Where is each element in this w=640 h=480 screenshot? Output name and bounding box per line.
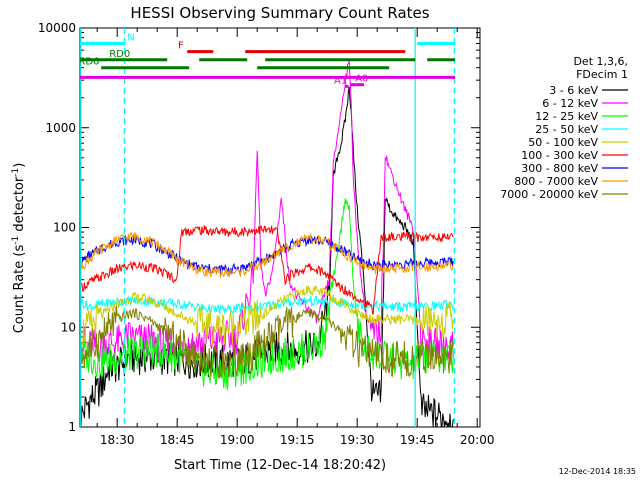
series-line-100-300-kev	[80, 225, 454, 315]
legend-title-line1: Det 1,3,6,	[573, 55, 628, 68]
status-bars: N F RD0 RD6 A1 A0	[78, 28, 456, 427]
legend-entry-label: 25 - 50 keV	[535, 123, 598, 136]
y-axis-label-end: )	[12, 163, 27, 168]
x-axis-label: Start Time (12-Dec-14 18:20:42)	[174, 458, 386, 473]
y-tick-label: 1000	[45, 121, 76, 135]
series-line-50-100-kev	[80, 284, 454, 348]
timestamp-stamp: 12-Dec-2014 18:35	[559, 467, 636, 476]
x-tick-label: 19:45	[400, 433, 435, 447]
y-tick-label: 1	[68, 420, 76, 434]
x-tick-label: 18:45	[160, 433, 195, 447]
x-tick-label: 20:00	[460, 433, 495, 447]
legend-entry-label: 300 - 800 keV	[521, 162, 598, 175]
y-tick-label: 10000	[38, 21, 76, 35]
legend-entry-label: 800 - 7000 keV	[514, 175, 598, 188]
x-tick-label: 19:00	[220, 433, 255, 447]
status-bar-label: A0	[355, 74, 368, 85]
status-bar-label: F	[178, 41, 184, 52]
legend-entry-label: 12 - 25 keV	[535, 110, 598, 123]
status-bar-label: RD6	[78, 57, 99, 68]
x-tick-label: 19:30	[340, 433, 375, 447]
y-axis: 1 10 100 1000 10000	[38, 21, 480, 434]
legend-entry-label: 6 - 12 keV	[542, 97, 598, 110]
status-bar-label: A1	[334, 75, 347, 86]
series-line-800-7000-kev	[80, 231, 454, 279]
y-axis-label-sup2: -1	[11, 168, 21, 177]
legend-entry-label: 50 - 100 keV	[528, 136, 598, 149]
x-axis: 18:30 18:45 19:00 19:15 19:30 19:45 20:00	[96, 28, 495, 447]
y-axis-label: Count Rate (s-1 detector-1)	[11, 163, 27, 334]
series-line-7000-20000-kev	[80, 306, 454, 379]
chart-title: HESSI Observing Summary Count Rates	[130, 4, 429, 22]
y-axis-label-sup1: -1	[11, 236, 21, 245]
legend-entry-label: 3 - 6 keV	[549, 84, 598, 97]
y-tick-label: 100	[53, 221, 76, 235]
legend-entry-label: 7000 - 20000 keV	[500, 188, 598, 201]
series-line-25-50-kev	[80, 295, 454, 316]
legend-entry-label: 100 - 300 keV	[521, 149, 598, 162]
x-tick-label: 19:15	[280, 433, 315, 447]
series-lines	[80, 60, 454, 428]
y-tick-label: 10	[61, 320, 76, 334]
status-bar-label: RD0	[109, 49, 130, 60]
y-axis-label-main: Count Rate (s	[12, 245, 27, 334]
legend-title-line2: FDecim 1	[576, 68, 628, 81]
x-tick-label: 18:30	[100, 433, 135, 447]
status-bar-label: N	[127, 32, 134, 43]
y-axis-label-mid: detector	[12, 176, 27, 236]
